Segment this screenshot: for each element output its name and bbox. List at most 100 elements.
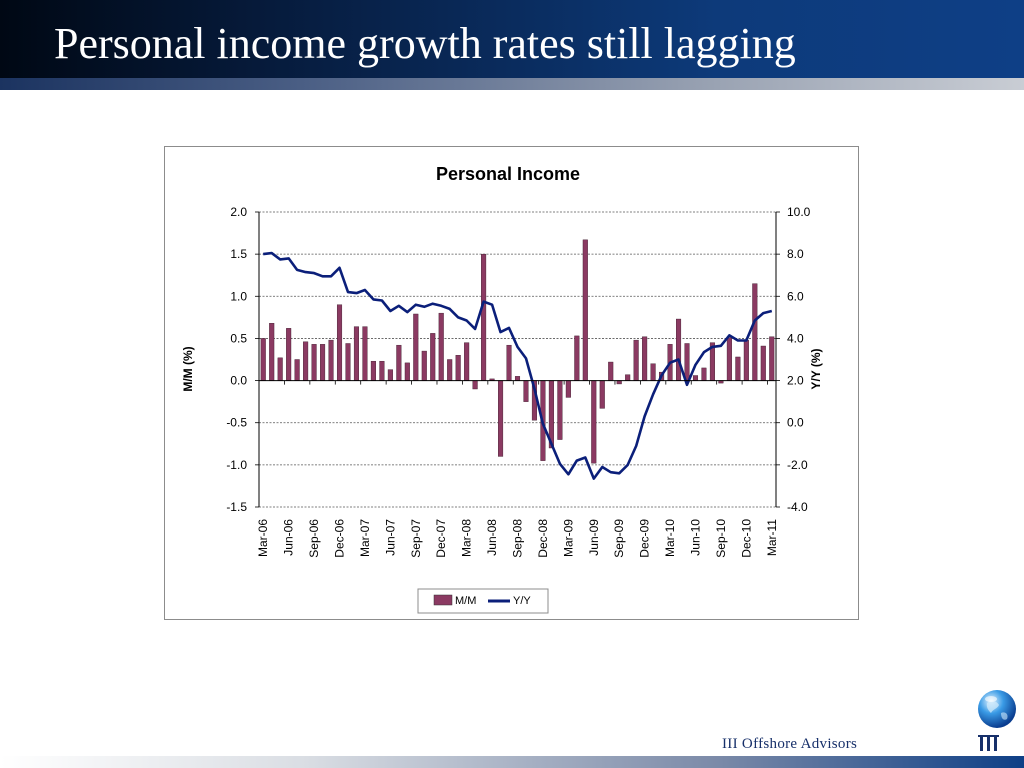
bar-mm [353,326,359,381]
x-tick-label: Mar-09 [561,519,575,557]
right-y-tick-label: 8.0 [787,247,804,261]
x-tick-label: Sep-10 [714,519,728,558]
bar-mm [303,341,309,381]
bar-mm [625,374,631,381]
right-y-tick-label: 2.0 [787,374,804,388]
bar-mm [498,380,504,457]
x-tick-label: Jun-06 [282,519,296,556]
left-axis-label: M/M (%) [181,346,195,391]
right-y-tick-label: -2.0 [787,458,808,472]
right-y-tick-label: -4.0 [787,500,808,514]
bar-mm [404,362,410,381]
bar-mm [574,335,580,381]
x-tick-label: Mar-08 [460,519,474,557]
bar-mm [345,343,351,381]
bar-mm [362,326,368,381]
left-y-tick-label: 1.5 [230,247,247,261]
bar-mm [481,253,487,381]
x-tick-label: Jun-08 [485,519,499,556]
bar-mm [506,344,512,381]
bar-mm [726,337,732,381]
footer-strip [0,756,1024,768]
x-tick-label: Dec-09 [638,519,652,558]
right-y-tick-label: 0.0 [787,416,804,430]
bar-mm [472,380,478,390]
x-tick-label: Jun-10 [688,519,702,556]
right-y-tick-label: 4.0 [787,331,804,345]
bar-mm [396,344,402,381]
x-tick-label: Jun-09 [587,519,601,556]
bar-mm [447,359,453,381]
x-tick-label: Sep-08 [511,519,525,558]
bar-mm [752,283,758,381]
chart-container: Personal Income 2.0 1.5 1.0 0.5 0.0 -0.5 -1.0 -… [164,146,859,620]
bar-mm [582,239,588,381]
left-y-tick-label: -0.5 [226,416,247,430]
x-tick-labels: Mar-06 Jun-06 Sep-06 Dec-06 Mar-07 Jun-07 Sep-… [256,519,779,558]
x-tick-label: Mar-11 [765,519,779,556]
left-y-tick-label: 2.0 [230,205,247,219]
bar-mm [413,313,419,381]
bar-mm [650,363,656,381]
bar-mm [633,339,639,381]
left-y-tick-labels: 2.0 1.5 1.0 0.5 0.0 -0.5 -1.0 -1.5 [226,205,247,514]
x-tick-label: Sep-09 [612,519,626,558]
bar-mm [336,304,343,381]
bar-mm [684,343,690,381]
header-divider-strip [0,78,1024,90]
x-tick-label: Sep-07 [409,519,423,558]
x-tick-label: Mar-06 [256,519,270,557]
bar-mm [328,339,334,381]
bar-mm [616,380,622,385]
bar-series-mm [260,239,775,464]
bar-mm [379,360,385,381]
line-yy [263,251,773,480]
globe-icon [978,690,1016,728]
bar-mm [701,367,707,381]
bar-mm [421,350,427,381]
bar-mm [608,361,614,381]
legend-label-mm: M/M [455,595,476,607]
x-tick-label: Dec-06 [333,519,347,558]
bar-mm [743,339,749,381]
x-tick-label: Mar-07 [358,519,372,557]
right-y-tick-label: 6.0 [787,289,804,303]
bar-mm [387,369,393,381]
left-y-tick-label: 0.5 [230,331,247,345]
legend-label-yy: Y/Y [513,595,531,607]
bar-mm [599,380,605,409]
x-tick-label: Mar-10 [663,519,677,557]
bar-mm [760,345,766,381]
chart-legend: M/M Y/Y [417,588,549,614]
bar-mm [464,342,470,381]
bar-mm [769,336,775,381]
left-y-tick-label: -1.5 [226,500,247,514]
legend-swatch-mm [433,594,453,606]
title-bar: Personal income growth rates still laggi… [0,0,1024,78]
right-axis-label: Y/Y (%) [809,348,823,389]
slide-title: Personal income growth rates still laggi… [54,19,796,68]
left-y-tick-label: 0.0 [230,374,247,388]
bar-mm [370,360,376,381]
x-tick-label: Jun-07 [383,519,397,556]
gridlines [259,211,776,508]
x-tick-label: Dec-08 [536,519,550,558]
bar-mm [676,318,682,381]
x-tick-label: Sep-06 [307,519,321,558]
footer-brand-name: III Offshore Advisors [722,736,858,752]
bar-mm [286,328,292,381]
bar-mm [455,355,461,381]
personal-income-chart: Personal Income 2.0 1.5 1.0 0.5 0.0 -0.5 -1.0 -… [181,164,823,614]
bar-mm [311,344,317,381]
bar-mm [438,312,444,381]
bar-mm [260,338,266,381]
right-y-tick-labels: 10.0 8.0 6.0 4.0 2.0 0.0 -2.0 -4.0 [787,205,811,514]
bar-mm [591,380,597,464]
bar-mm [565,380,571,398]
bar-mm [735,356,741,381]
bar-mm [277,357,283,381]
axes [255,211,780,508]
bar-mm [430,333,436,381]
left-y-tick-label: 1.0 [230,289,247,303]
bar-mm [269,323,275,381]
